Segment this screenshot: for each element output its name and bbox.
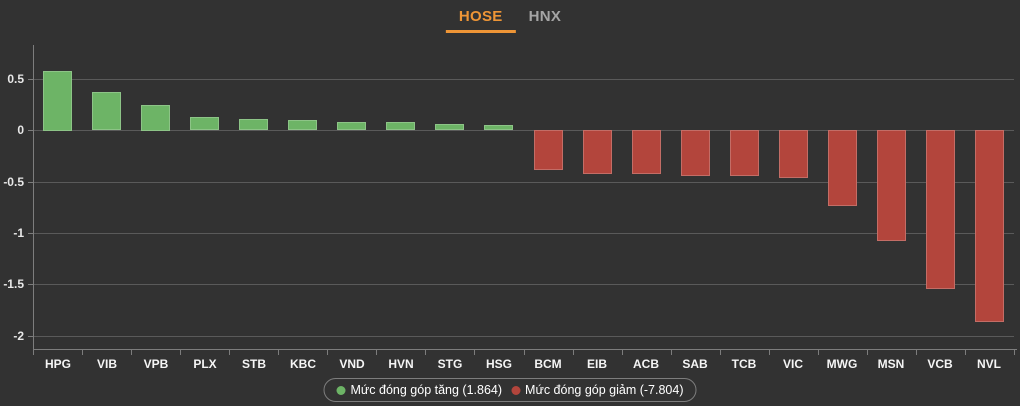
gridline (33, 284, 1014, 285)
x-axis-tick (180, 350, 181, 355)
tab-hnx[interactable]: HNX (528, 8, 562, 25)
bar-EIB[interactable] (583, 130, 612, 174)
x-axis-tick (524, 350, 525, 355)
y-axis-tick (28, 336, 33, 337)
bar-VIC[interactable] (779, 130, 808, 178)
legend-item-up[interactable]: Mức đóng góp tăng (1.864) (336, 383, 503, 397)
gridline (33, 79, 1014, 80)
legend-up-label: Mức đóng góp tăng (1.864) (350, 383, 503, 397)
x-axis-line (33, 349, 1017, 350)
gridline (33, 336, 1014, 337)
x-axis-tick (474, 350, 475, 355)
exchange-tabs: HOSE HNX (445, 2, 574, 33)
y-axis-tick (28, 182, 33, 183)
y-axis-tick-label: -0.5 (3, 175, 24, 189)
x-axis-label: ACB (633, 357, 659, 371)
x-axis-label: TCB (731, 357, 757, 371)
bar-HSG[interactable] (484, 125, 513, 130)
legend-down-label: Mức đóng góp giảm (-7.804) (525, 383, 684, 397)
x-axis-label: BCM (534, 357, 562, 371)
x-axis-tick (965, 350, 966, 355)
bar-VIB[interactable] (92, 92, 121, 130)
down-series-dot-icon (511, 385, 521, 395)
y-axis-tick (28, 284, 33, 285)
x-axis-label: STB (242, 357, 266, 371)
x-axis-tick (278, 350, 279, 355)
y-axis-tick-label: 0.5 (7, 72, 24, 86)
gridline (33, 182, 1014, 183)
x-axis-label: STG (437, 357, 463, 371)
x-axis-label: VIB (96, 357, 117, 371)
x-axis-label: HSG (485, 357, 512, 371)
y-axis-tick (28, 233, 33, 234)
x-axis-tick (867, 350, 868, 355)
x-axis-tick (671, 350, 672, 355)
x-axis-label: EIB (586, 357, 607, 371)
y-axis-tick (28, 79, 33, 80)
bar-STG[interactable] (435, 124, 464, 130)
bar-STB[interactable] (239, 119, 268, 130)
x-axis-tick (131, 350, 132, 355)
gridline (33, 233, 1014, 234)
x-axis-label: NVL (977, 357, 1001, 371)
x-axis-label: KBC (290, 357, 316, 371)
x-axis-tick (82, 350, 83, 355)
x-axis-tick (1014, 350, 1015, 355)
bar-PLX[interactable] (190, 117, 219, 130)
y-axis-tick-label: -1 (13, 226, 24, 240)
legend-item-down[interactable]: Mức đóng góp giảm (-7.804) (511, 383, 683, 397)
x-axis-label: MWG (826, 357, 858, 371)
bar-MSN[interactable] (877, 130, 906, 241)
chart-legend: Mức đóng góp tăng (1.864) Mức đóng góp g… (323, 378, 697, 402)
x-axis-tick (33, 350, 34, 355)
x-axis-tick (720, 350, 721, 355)
x-axis-label: SAB (682, 357, 708, 371)
x-axis-tick (769, 350, 770, 355)
bar-ACB[interactable] (632, 130, 661, 174)
x-axis-tick (327, 350, 328, 355)
x-axis-tick (622, 350, 623, 355)
x-axis-label: PLX (193, 357, 217, 371)
x-axis-label: VPB (143, 357, 169, 371)
bar-VPB[interactable] (141, 105, 170, 131)
x-axis-label: HVN (388, 357, 414, 371)
x-axis-tick (376, 350, 377, 355)
gridline (33, 130, 1014, 131)
y-axis-tick-label: -2 (13, 329, 24, 343)
x-axis-tick (425, 350, 426, 355)
bar-VCB[interactable] (926, 130, 955, 289)
x-axis-label: VND (339, 357, 365, 371)
bar-HVN[interactable] (386, 122, 415, 130)
bar-VND[interactable] (337, 122, 366, 130)
x-axis-label: VIC (782, 357, 803, 371)
x-axis-tick (916, 350, 917, 355)
bar-MWG[interactable] (828, 130, 857, 206)
tab-hose[interactable]: HOSE (445, 2, 516, 33)
bar-TCB[interactable] (730, 130, 759, 176)
x-axis-label: VCB (927, 357, 953, 371)
y-axis-tick-label: -1.5 (3, 277, 24, 291)
x-axis-tick (573, 350, 574, 355)
bar-KBC[interactable] (288, 120, 317, 130)
x-axis-tick (818, 350, 819, 355)
bar-NVL[interactable] (975, 130, 1004, 322)
y-axis-line (33, 45, 34, 350)
y-axis-tick-label: 0 (17, 123, 24, 137)
bar-SAB[interactable] (681, 130, 710, 176)
y-axis-tick (28, 130, 33, 131)
x-axis-label: MSN (877, 357, 905, 371)
x-axis-tick (229, 350, 230, 355)
up-series-dot-icon (336, 385, 346, 395)
bar-BCM[interactable] (534, 130, 563, 170)
bar-HPG[interactable] (43, 71, 72, 131)
x-axis-label: HPG (44, 357, 71, 371)
